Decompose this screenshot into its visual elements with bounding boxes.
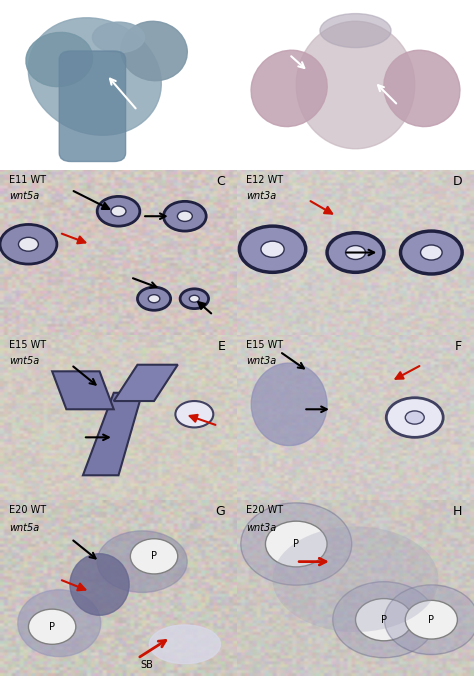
Text: wnt5a: wnt5a <box>12 26 42 36</box>
Text: wnt3a: wnt3a <box>246 523 277 533</box>
Ellipse shape <box>70 554 129 615</box>
Text: wnt5a: wnt5a <box>9 356 40 366</box>
Text: wnt3a: wnt3a <box>246 356 277 366</box>
Ellipse shape <box>251 363 327 445</box>
Ellipse shape <box>149 625 220 664</box>
Circle shape <box>239 226 306 272</box>
Ellipse shape <box>97 531 187 592</box>
Ellipse shape <box>251 50 327 126</box>
Circle shape <box>265 521 327 567</box>
Circle shape <box>130 539 178 574</box>
Circle shape <box>241 503 352 585</box>
Ellipse shape <box>320 14 391 47</box>
Text: P: P <box>293 539 299 549</box>
Polygon shape <box>52 371 114 409</box>
Circle shape <box>111 206 126 216</box>
Ellipse shape <box>273 527 438 632</box>
Circle shape <box>327 233 384 272</box>
Circle shape <box>333 581 435 658</box>
Text: H: H <box>453 506 462 518</box>
Text: C: C <box>217 175 225 188</box>
Text: P: P <box>381 614 387 625</box>
Circle shape <box>137 287 171 310</box>
Text: P: P <box>428 614 434 625</box>
Circle shape <box>177 211 192 222</box>
Text: wnt3a: wnt3a <box>246 191 277 201</box>
Ellipse shape <box>384 50 460 126</box>
Text: wnt5a: wnt5a <box>9 523 40 533</box>
Circle shape <box>346 245 365 260</box>
Text: F: F <box>455 340 462 353</box>
Circle shape <box>189 295 199 302</box>
Text: D: D <box>453 175 462 188</box>
Text: E20 WT: E20 WT <box>246 506 283 515</box>
Circle shape <box>405 600 457 639</box>
Ellipse shape <box>121 21 187 80</box>
Circle shape <box>148 295 160 303</box>
Circle shape <box>261 241 284 258</box>
Circle shape <box>0 224 57 264</box>
Text: E7 WT: E7 WT <box>12 5 43 15</box>
Circle shape <box>386 397 443 437</box>
Ellipse shape <box>28 18 161 135</box>
Text: wnt3a: wnt3a <box>249 26 279 36</box>
Circle shape <box>175 401 213 427</box>
Text: E15 WT: E15 WT <box>246 340 283 350</box>
Circle shape <box>180 289 209 309</box>
Circle shape <box>356 598 412 641</box>
Circle shape <box>164 201 206 231</box>
Text: E11 WT: E11 WT <box>9 175 46 185</box>
Text: E12 WT: E12 WT <box>246 175 283 185</box>
Text: E: E <box>217 340 225 353</box>
Polygon shape <box>114 365 178 401</box>
Text: B: B <box>454 12 462 25</box>
Text: G: G <box>215 506 225 518</box>
Text: P: P <box>49 622 55 632</box>
Text: A: A <box>217 12 225 25</box>
FancyBboxPatch shape <box>59 51 126 162</box>
Ellipse shape <box>92 22 145 53</box>
Circle shape <box>384 585 474 654</box>
Circle shape <box>420 245 442 260</box>
Circle shape <box>28 609 76 644</box>
Circle shape <box>97 197 140 226</box>
Ellipse shape <box>296 21 415 149</box>
Text: P: P <box>151 552 157 561</box>
Circle shape <box>405 411 424 424</box>
Text: wnt5a: wnt5a <box>9 191 40 201</box>
Text: E7 WT: E7 WT <box>249 5 280 15</box>
Text: SB: SB <box>140 660 154 671</box>
Ellipse shape <box>26 32 92 87</box>
Circle shape <box>18 237 38 251</box>
Text: E15 WT: E15 WT <box>9 340 46 350</box>
Polygon shape <box>83 393 142 475</box>
Text: E20 WT: E20 WT <box>9 506 46 515</box>
Circle shape <box>401 231 462 274</box>
Ellipse shape <box>18 589 100 656</box>
